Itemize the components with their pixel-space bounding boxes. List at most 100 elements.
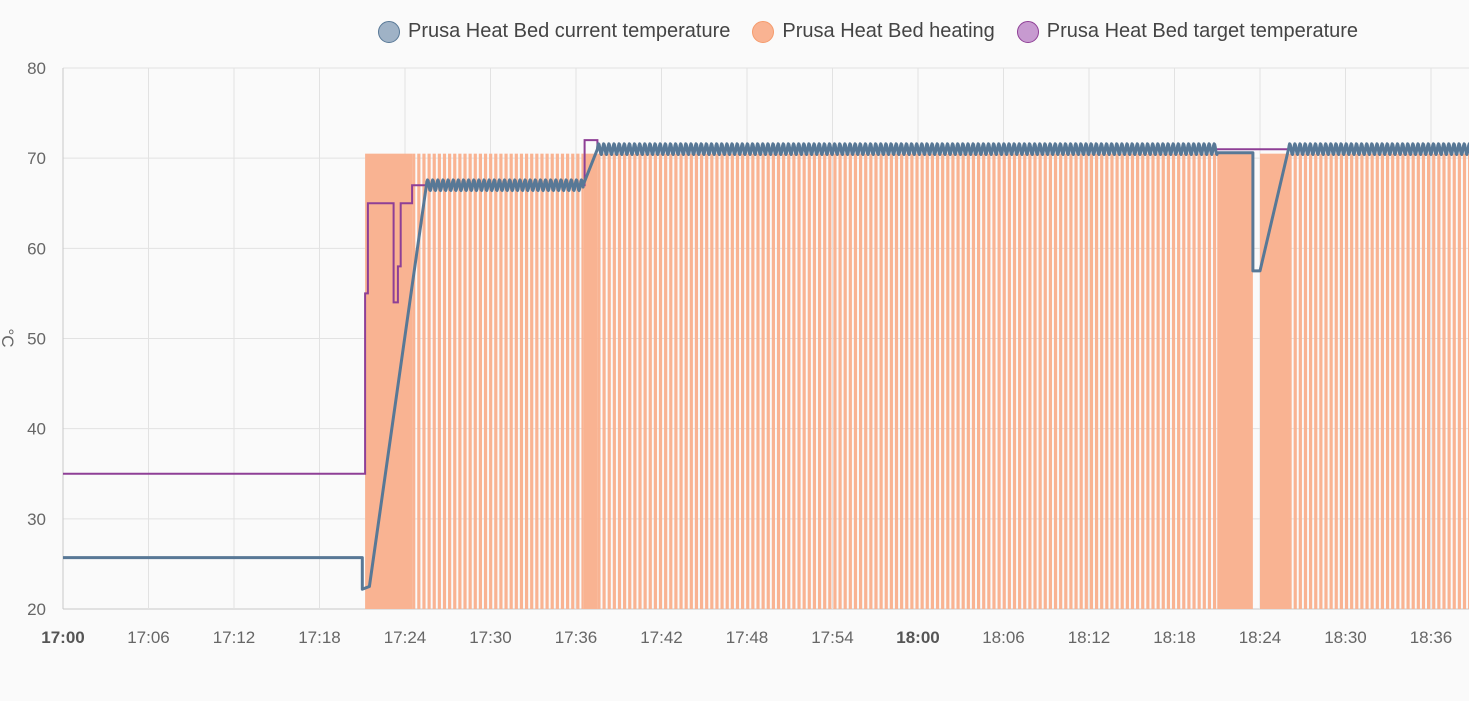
x-tick-label: 17:00 [41, 628, 84, 647]
heating-bar [1125, 153, 1129, 610]
heating-bar [555, 153, 559, 610]
y-axis-label: °C [0, 328, 17, 347]
heating-bar [1105, 153, 1109, 610]
heating-bar [664, 153, 668, 610]
heating-bar [1437, 153, 1441, 610]
heating-bar [1002, 153, 1006, 610]
heating-bar [720, 153, 724, 610]
heating-bar [1094, 153, 1099, 610]
x-tick-label: 18:12 [1068, 628, 1111, 647]
heating-bar [432, 153, 436, 610]
heating-bar [1177, 153, 1181, 610]
heating-bar [971, 153, 976, 610]
heating-bar [833, 153, 837, 610]
heating-bar [1023, 153, 1027, 610]
heating-bar [514, 153, 518, 610]
heating-bar [602, 153, 606, 610]
heating-bar [1074, 153, 1078, 610]
heating-bar [1385, 153, 1390, 610]
heating-bar [427, 153, 431, 610]
chart-legend: Prusa Heat Bed current temperature Prusa… [378, 20, 1358, 43]
heating-bar [1314, 153, 1318, 610]
heating-bar [417, 153, 421, 610]
heating-bar [925, 153, 929, 610]
heating-bar [473, 153, 477, 610]
chart-axes: 20 30 40 50 60 70 80 17:00 17:06 17:12 17:18 17:24 1… [27, 59, 1452, 647]
heating-bar [581, 153, 584, 610]
heating-bar [864, 153, 868, 610]
heating-bar [859, 153, 863, 610]
heating-bar [1303, 153, 1308, 610]
heating-bar [617, 153, 622, 610]
x-tick-label: 18:00 [896, 628, 939, 647]
heating-bar [1156, 153, 1160, 610]
heating-bar [1136, 153, 1140, 610]
heating-bar [1018, 153, 1022, 610]
heating-bar [1319, 153, 1323, 610]
heating-bar [1028, 153, 1032, 610]
heating-bar [905, 153, 909, 610]
heating-bar [910, 153, 914, 610]
heating-bar [1171, 153, 1176, 610]
heating-bar [997, 153, 1001, 610]
heating-bar [669, 153, 673, 610]
x-tick-label: 17:36 [555, 628, 598, 647]
heating-bar [560, 153, 565, 610]
heating-bar [1212, 153, 1217, 610]
heating-bar [976, 153, 981, 610]
heating-bar [597, 153, 601, 610]
heating-bar [612, 153, 616, 610]
heating-bar [1048, 153, 1052, 610]
x-tick-label: 18:06 [982, 628, 1025, 647]
heating-bar [961, 153, 965, 610]
x-tick-label: 17:06 [127, 628, 170, 647]
heating-bar [725, 153, 729, 610]
heating-bar [1151, 153, 1155, 610]
x-tick-label: 17:24 [384, 628, 427, 647]
heating-bar [1043, 153, 1047, 610]
heating-bar [766, 153, 770, 610]
heating-bar [1442, 153, 1446, 610]
heating-bar [812, 153, 817, 610]
heating-bar [1202, 153, 1206, 610]
heating-bar [648, 153, 652, 610]
heating-bar [1457, 153, 1461, 610]
heating-bar [1462, 153, 1467, 610]
heating-bar [1161, 153, 1165, 610]
heating-bar [1033, 153, 1037, 610]
heating-bar [746, 153, 750, 610]
current-temperature-line [63, 142, 1469, 591]
heating-bar [848, 153, 852, 610]
heating-bar [576, 153, 580, 610]
heating-bar [658, 153, 663, 610]
heating-bar [1416, 153, 1420, 610]
heating-bar [930, 153, 935, 610]
legend-label-target-temperature: Prusa Heat Bed target temperature [1046, 20, 1359, 42]
x-tick-label: 17:18 [298, 628, 341, 647]
heating-bar [1360, 153, 1364, 610]
y-tick-label: 50 [27, 330, 46, 349]
heating-bar [483, 153, 488, 610]
heating-bar [412, 153, 416, 610]
series-lines [63, 139, 1469, 591]
heating-bar [1166, 153, 1170, 610]
heating-bar [1432, 153, 1436, 610]
heating-bar [499, 153, 503, 610]
heating-bar [437, 153, 441, 610]
heating-bar [1100, 153, 1104, 610]
heating-bar [1146, 153, 1150, 610]
legend-item-heating[interactable]: Prusa Heat Bed heating [752, 20, 995, 43]
heating-bar [1288, 153, 1292, 610]
heating-bar [504, 153, 508, 610]
heating-bar [494, 153, 498, 610]
heating-bar [1038, 153, 1042, 610]
heating-bar [1406, 153, 1410, 610]
heating-bar [442, 153, 447, 610]
y-tick-label: 80 [27, 59, 46, 78]
legend-item-current-temperature[interactable]: Prusa Heat Bed current temperature [378, 20, 730, 43]
heating-bar [1375, 153, 1379, 610]
heating-bar [468, 153, 472, 610]
legend-item-target-temperature[interactable]: Prusa Heat Bed target temperature [1016, 20, 1359, 43]
heating-bar [920, 153, 924, 610]
heating-bar [1421, 153, 1426, 610]
